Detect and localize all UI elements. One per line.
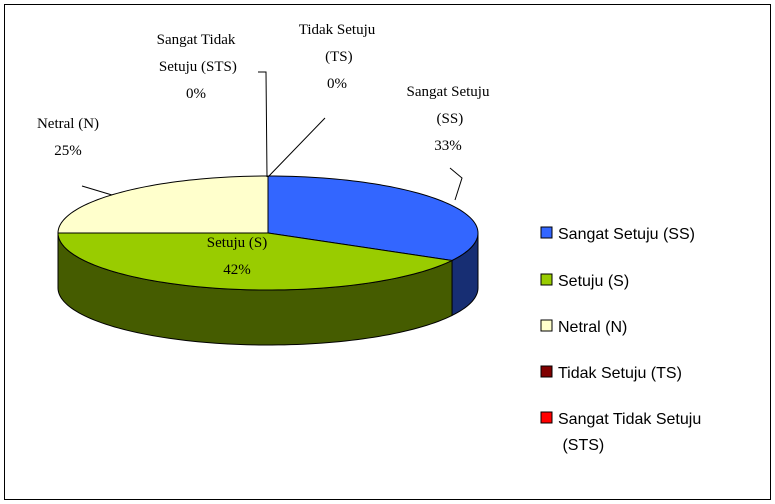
legend-label: Netral (N) bbox=[558, 319, 627, 336]
data-label-value: 25% bbox=[54, 143, 82, 159]
pie-slice bbox=[57, 175, 269, 234]
data-label-value: 33% bbox=[434, 138, 462, 154]
data-label-value: 0% bbox=[186, 86, 206, 102]
legend-swatch bbox=[540, 319, 553, 332]
leader-line bbox=[258, 71, 268, 178]
data-label-name: Netral (N) bbox=[37, 116, 99, 132]
data-label-name: Sangat Tidak Setuju (STS) bbox=[155, 32, 237, 75]
legend-label: Sangat Tidak Setuju (STS) bbox=[558, 411, 701, 454]
data-label-name: Sangat Setuju (SS) bbox=[407, 84, 490, 127]
pie-slice bbox=[57, 232, 454, 291]
data-label-value: 42% bbox=[223, 262, 251, 278]
data-label-value: 0% bbox=[327, 76, 347, 92]
legend-label: Setuju (S) bbox=[558, 273, 629, 290]
legend-swatch bbox=[540, 365, 553, 378]
legend-swatch bbox=[540, 273, 553, 286]
leader-line bbox=[81, 185, 113, 196]
legend-swatch bbox=[540, 226, 553, 239]
leader-line bbox=[267, 117, 326, 178]
legend-label: Tidak Setuju (TS) bbox=[558, 365, 682, 382]
data-label-name: Tidak Setuju (TS) bbox=[299, 22, 376, 65]
pie-slice bbox=[267, 175, 479, 261]
legend-swatch bbox=[540, 411, 553, 424]
leader-line bbox=[449, 167, 463, 201]
legend-label: Sangat Setuju (SS) bbox=[558, 226, 695, 243]
data-label-name: Setuju (S) bbox=[207, 235, 267, 251]
